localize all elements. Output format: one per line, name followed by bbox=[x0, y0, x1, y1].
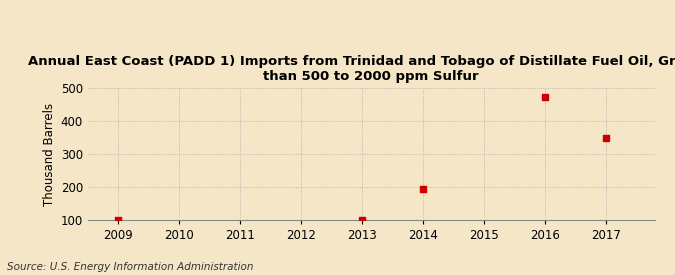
Text: Source: U.S. Energy Information Administration: Source: U.S. Energy Information Administ… bbox=[7, 262, 253, 272]
Point bbox=[418, 187, 429, 191]
Point bbox=[539, 95, 550, 99]
Y-axis label: Thousand Barrels: Thousand Barrels bbox=[43, 103, 57, 206]
Point bbox=[113, 218, 124, 222]
Point bbox=[356, 218, 367, 222]
Point bbox=[601, 136, 612, 140]
Title: Annual East Coast (PADD 1) Imports from Trinidad and Tobago of Distillate Fuel O: Annual East Coast (PADD 1) Imports from … bbox=[28, 55, 675, 83]
